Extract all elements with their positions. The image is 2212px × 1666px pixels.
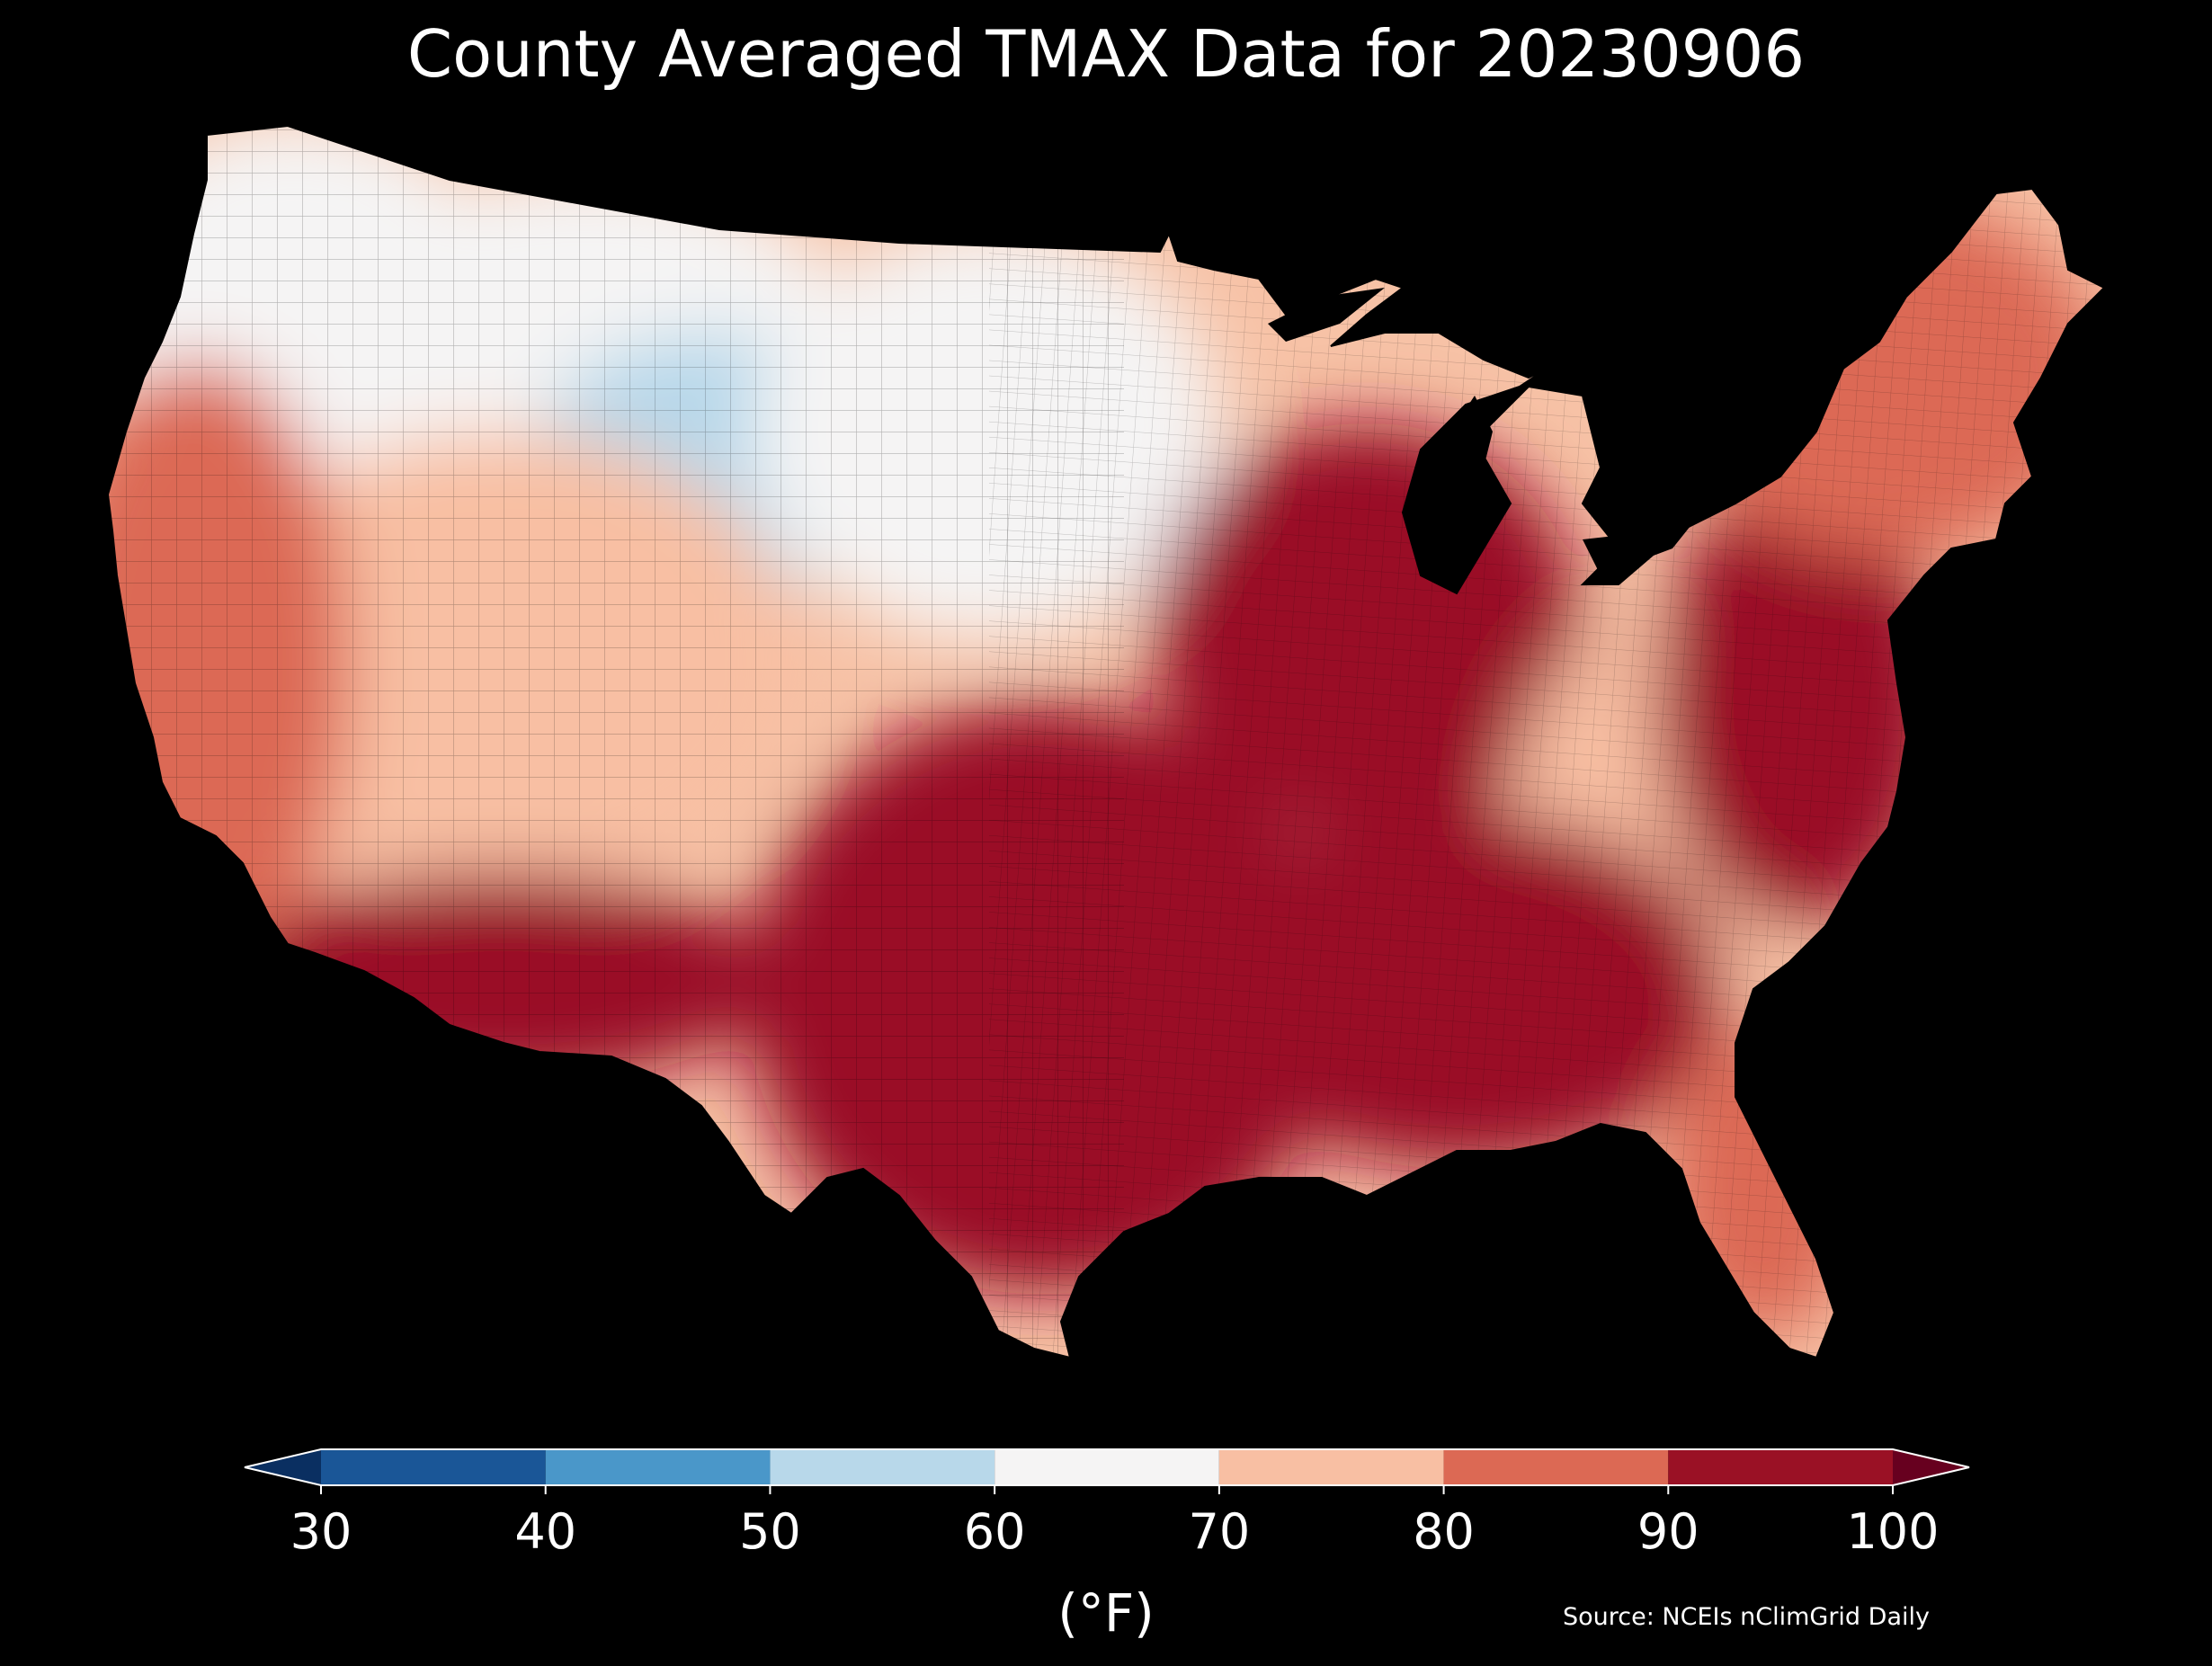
colorbar-tick-label: 100 bbox=[1846, 1503, 1939, 1560]
colorbar-tick-label: 30 bbox=[290, 1503, 352, 1560]
map-title: County Averaged TMAX Data for 20230906 bbox=[406, 16, 1806, 92]
colorbar-bin-60-70 bbox=[995, 1449, 1219, 1485]
colorbar-tick-label: 90 bbox=[1637, 1503, 1699, 1560]
colorbar-bin-30-40 bbox=[321, 1449, 546, 1485]
colorbar-over-extension bbox=[1893, 1449, 1969, 1485]
colorbar-under-extension bbox=[245, 1449, 321, 1485]
colorbar-tick-label: 40 bbox=[514, 1503, 576, 1560]
colorbar-tick-label: 80 bbox=[1413, 1503, 1475, 1560]
colorbar-bin-90-100 bbox=[1668, 1449, 1893, 1485]
colorbar-bin-40-50 bbox=[545, 1449, 771, 1485]
lake-michigan bbox=[1430, 396, 1493, 575]
lake-erie bbox=[1583, 503, 1708, 575]
colorbar-tick-label: 70 bbox=[1188, 1503, 1250, 1560]
source-note: Source: NCEIs nClimGrid Daily bbox=[1563, 1603, 1930, 1631]
colorbar-label: (°F) bbox=[1057, 1582, 1155, 1644]
colorbar-bin-80-90 bbox=[1443, 1449, 1669, 1485]
colorbar-bin-50-60 bbox=[770, 1449, 995, 1485]
colorbar-tick-label: 60 bbox=[964, 1503, 1026, 1560]
colorbar-bin-70-80 bbox=[1218, 1449, 1444, 1485]
lake-superior bbox=[1268, 288, 1385, 342]
colorbar-tick-label: 50 bbox=[739, 1503, 801, 1560]
